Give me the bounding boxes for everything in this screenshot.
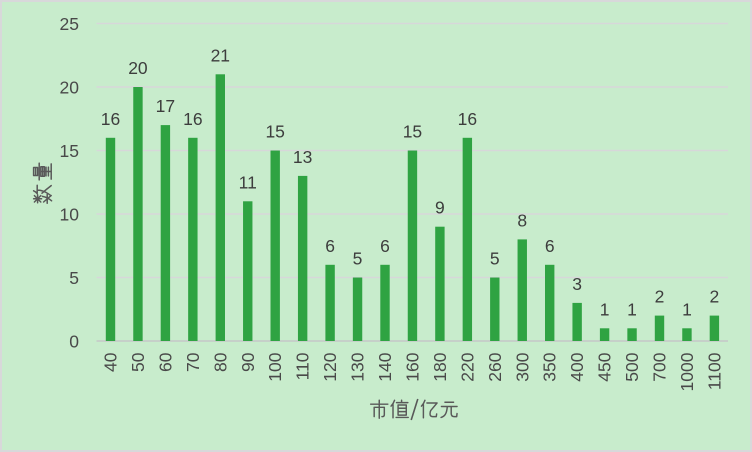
svg-text:450: 450 [595,352,615,381]
svg-text:100: 100 [265,352,285,381]
svg-text:5: 5 [490,249,500,269]
svg-text:260: 260 [485,352,505,381]
svg-text:6: 6 [380,236,390,256]
svg-text:16: 16 [458,109,477,129]
svg-text:15: 15 [60,141,79,161]
svg-text:110: 110 [293,352,313,380]
svg-text:700: 700 [650,352,670,381]
svg-text:20: 20 [60,78,80,98]
svg-text:1: 1 [600,299,610,319]
svg-text:17: 17 [156,96,175,116]
svg-text:3: 3 [572,274,582,294]
svg-text:300: 300 [512,352,532,381]
svg-text:11: 11 [239,172,257,192]
svg-text:120: 120 [320,352,340,381]
svg-text:90: 90 [238,352,258,372]
svg-text:5: 5 [353,249,363,269]
svg-text:500: 500 [622,352,642,381]
svg-text:9: 9 [435,198,445,218]
svg-text:6: 6 [545,236,555,256]
svg-text:140: 140 [375,352,395,381]
svg-text:400: 400 [567,352,587,381]
svg-text:21: 21 [211,45,230,65]
svg-text:2: 2 [655,287,665,307]
svg-text:1: 1 [627,299,637,319]
svg-text:15: 15 [265,122,284,142]
svg-text:1: 1 [682,299,692,319]
svg-text:40: 40 [101,352,121,372]
svg-text:60: 60 [155,352,175,372]
svg-text:160: 160 [402,352,422,381]
svg-text:80: 80 [210,352,230,372]
svg-text:220: 220 [457,352,477,381]
svg-text:0: 0 [69,332,79,352]
svg-text:50: 50 [128,352,148,372]
svg-text:5: 5 [69,268,79,288]
svg-text:25: 25 [60,14,79,34]
svg-text:15: 15 [403,122,422,142]
svg-text:16: 16 [183,109,202,129]
svg-text:350: 350 [540,352,560,381]
svg-text:130: 130 [348,352,368,381]
svg-text:16: 16 [101,109,120,129]
svg-text:1100: 1100 [704,352,724,390]
svg-text:20: 20 [128,58,148,78]
svg-text:180: 180 [430,352,450,381]
svg-text:2: 2 [710,287,720,307]
svg-text:10: 10 [60,205,80,225]
svg-text:13: 13 [293,147,312,167]
svg-text:8: 8 [517,210,527,230]
svg-text:70: 70 [183,352,203,372]
svg-text:6: 6 [325,236,335,256]
svg-text:1000: 1000 [677,352,697,391]
